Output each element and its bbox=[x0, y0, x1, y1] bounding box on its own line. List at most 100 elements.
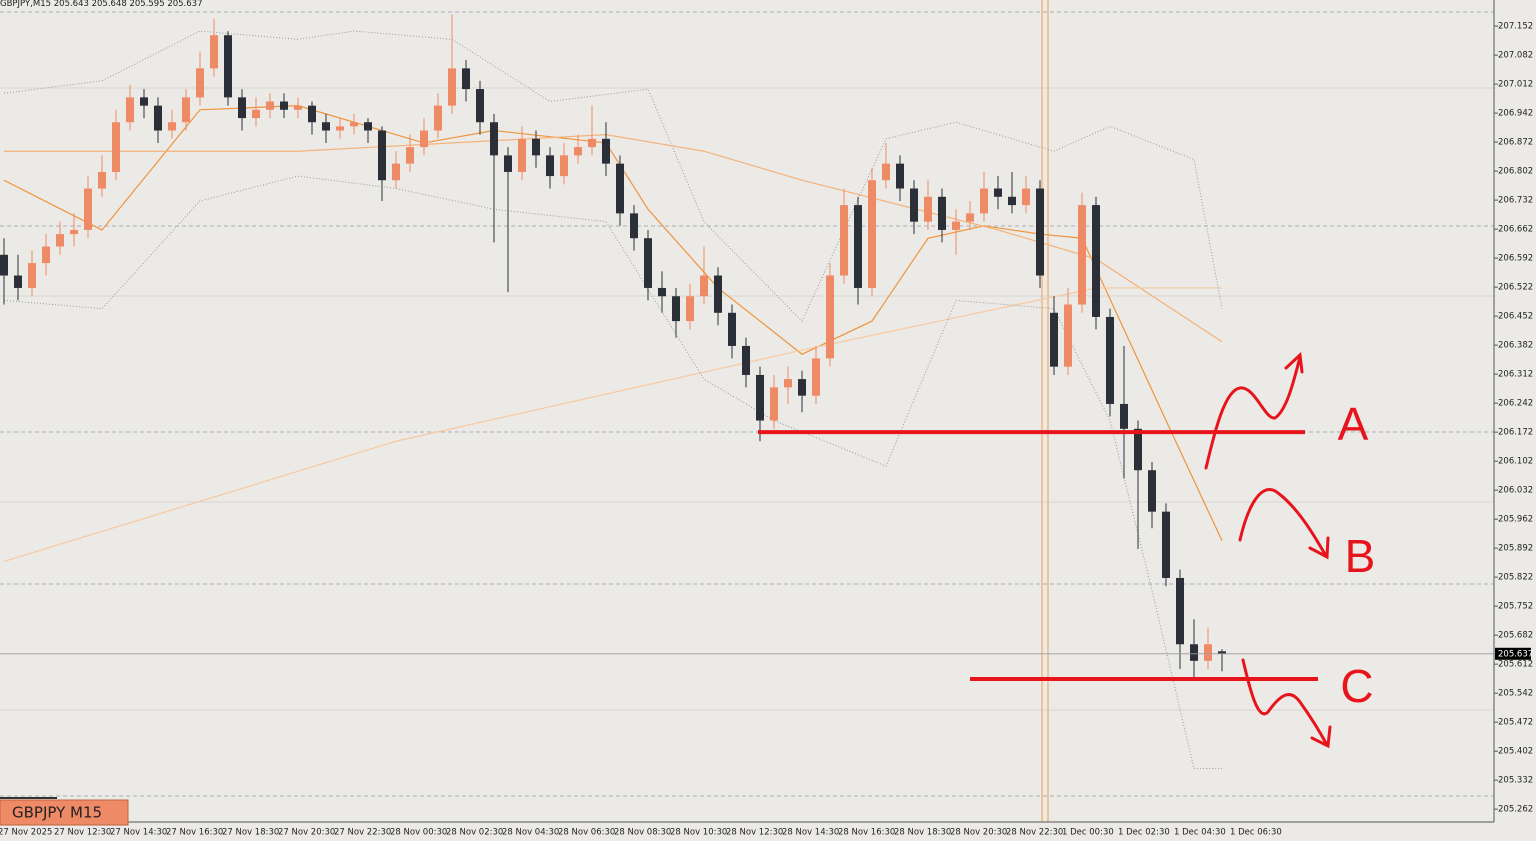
candle-body bbox=[826, 275, 834, 359]
y-tick-label: 205.262 bbox=[1498, 805, 1533, 815]
candle-body bbox=[1064, 304, 1072, 367]
y-tick-label: 206.872 bbox=[1498, 138, 1533, 148]
candle-body bbox=[588, 138, 596, 148]
candle-body bbox=[1022, 188, 1030, 206]
candle-body bbox=[784, 379, 792, 388]
y-tick-label: 206.102 bbox=[1498, 457, 1533, 467]
candle-body bbox=[1050, 312, 1058, 367]
candle-body bbox=[560, 155, 568, 177]
candle-body bbox=[1106, 316, 1114, 404]
current-price-label: 205.637 bbox=[1498, 649, 1533, 659]
y-tick-label: 206.522 bbox=[1498, 283, 1533, 293]
candle-body bbox=[70, 229, 78, 235]
x-tick-label: 28 Nov 22:30 bbox=[1006, 828, 1063, 838]
candle-body bbox=[350, 122, 358, 127]
candle-body bbox=[434, 105, 442, 131]
candle-body bbox=[1148, 470, 1156, 512]
candle-body bbox=[322, 122, 330, 131]
candle-body bbox=[28, 263, 36, 288]
candle-body bbox=[140, 97, 148, 106]
candle-body bbox=[364, 122, 372, 131]
candle-body bbox=[840, 205, 848, 276]
candle-body bbox=[112, 122, 120, 172]
candle-body bbox=[1078, 205, 1086, 305]
candle-body bbox=[994, 188, 1002, 197]
candle-body bbox=[1190, 644, 1198, 661]
candle-body bbox=[938, 196, 946, 230]
candle-body bbox=[518, 138, 526, 172]
candle-body bbox=[126, 97, 134, 123]
candle-body bbox=[1092, 205, 1100, 317]
candle-body bbox=[714, 275, 722, 313]
candle-body bbox=[868, 180, 876, 288]
candle-body bbox=[504, 155, 512, 172]
candle-body bbox=[238, 97, 246, 119]
candle-body bbox=[546, 155, 554, 177]
candle-body bbox=[154, 105, 162, 131]
marks bbox=[0, 14, 1494, 770]
candle-body bbox=[798, 379, 806, 396]
ohlc: 205.643 205.648 205.595 205.637 bbox=[54, 0, 203, 9]
candle-body bbox=[924, 196, 932, 222]
candle-body bbox=[1120, 403, 1128, 429]
candle-body bbox=[658, 287, 666, 297]
y-tick-label: 207.152 bbox=[1498, 22, 1533, 32]
layout bbox=[0, 0, 1494, 822]
x-tick-label: 27 Nov 20:30 bbox=[278, 828, 335, 838]
x-tick-label: 28 Nov 10:30 bbox=[670, 828, 727, 838]
current-price-box bbox=[1495, 647, 1531, 660]
annotation-label: C bbox=[1340, 660, 1373, 712]
y-tick-label: 206.802 bbox=[1498, 167, 1533, 177]
y-tick-label: 205.402 bbox=[1498, 747, 1533, 757]
candle-body bbox=[196, 68, 204, 98]
arrow-c bbox=[1241, 658, 1332, 749]
indicator-line bbox=[3, 287, 1222, 562]
y-tick-label: 206.242 bbox=[1498, 399, 1533, 409]
candle-body bbox=[406, 147, 414, 164]
y-tick-label: 206.732 bbox=[1498, 196, 1533, 206]
candle-body bbox=[644, 238, 652, 288]
y-tick-label: 206.662 bbox=[1498, 225, 1533, 235]
candle-body bbox=[686, 296, 694, 322]
y-tick-label: 205.822 bbox=[1498, 573, 1533, 583]
candle-body bbox=[756, 374, 764, 421]
ohlc-value: 205.643 bbox=[54, 0, 89, 9]
y-tick-label: 206.452 bbox=[1498, 312, 1533, 322]
candle-body bbox=[98, 171, 106, 189]
x-tick-label: 27 Nov 18:30 bbox=[222, 828, 279, 838]
candle-body bbox=[980, 188, 988, 214]
x-tick-label: 1 Dec 02:30 bbox=[1118, 828, 1170, 838]
candle-body bbox=[448, 68, 456, 106]
x-tick-label: 28 Nov 20:30 bbox=[950, 828, 1007, 838]
x-tick-label: 28 Nov 18:30 bbox=[894, 828, 951, 838]
y-tick-label: 206.032 bbox=[1498, 486, 1533, 496]
candle-body bbox=[476, 89, 484, 123]
candle-body bbox=[84, 188, 92, 230]
candle-body bbox=[728, 312, 736, 346]
candle-body bbox=[224, 35, 232, 98]
y-tick-label: 206.312 bbox=[1498, 370, 1533, 380]
candle-body bbox=[168, 122, 176, 131]
candle-body bbox=[1162, 511, 1170, 578]
x-tick-label: 28 Nov 04:30 bbox=[502, 828, 559, 838]
y-tick-label: 207.082 bbox=[1498, 51, 1533, 61]
candle-body bbox=[266, 101, 274, 110]
x-tick-label: 27 Nov 22:30 bbox=[334, 828, 391, 838]
candle-body bbox=[532, 138, 540, 156]
candle-body bbox=[56, 234, 64, 247]
candle-body bbox=[210, 35, 218, 69]
x-tick-label: 1 Dec 00:30 bbox=[1062, 828, 1114, 838]
y-tick-label: 207.012 bbox=[1498, 80, 1533, 90]
candle-body bbox=[630, 213, 638, 239]
ohlc-value: 205.595 bbox=[129, 0, 164, 9]
x-tick-label: 28 Nov 08:30 bbox=[614, 828, 671, 838]
candle-body bbox=[1218, 651, 1226, 654]
y-tick-label: 205.612 bbox=[1498, 660, 1533, 670]
y-tick-label: 205.962 bbox=[1498, 515, 1533, 525]
x-tick-label: 27 Nov 12:30 bbox=[54, 828, 111, 838]
indicator-line bbox=[3, 30, 1223, 322]
x-tick-label: 27 Nov 2025 bbox=[0, 828, 52, 838]
candle-body bbox=[854, 205, 862, 288]
x-tick-label: 28 Nov 06:30 bbox=[558, 828, 615, 838]
y-tick-label: 205.472 bbox=[1498, 718, 1533, 728]
